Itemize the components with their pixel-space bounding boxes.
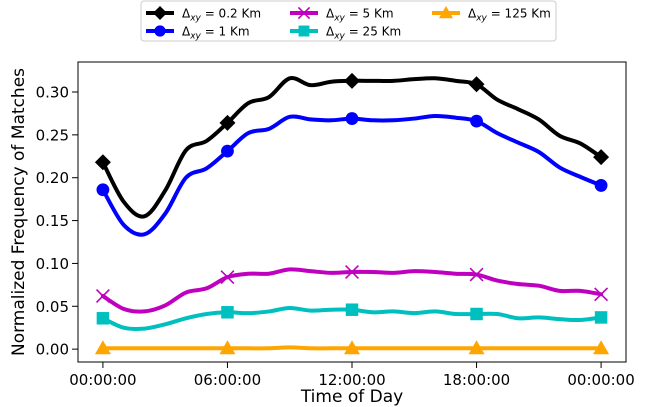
x-tick-label: 00:00:00 [567,371,634,389]
series-line [100,113,604,237]
series-marker [470,307,483,321]
x-tick-label: 06:00:00 [194,371,261,389]
legend-marker [154,25,166,37]
series-marker [594,311,608,324]
series-marker [96,312,110,325]
series-marker [344,340,360,355]
series-marker [221,144,234,158]
series-marker [220,270,235,285]
series-marker [593,149,610,166]
y-tick-label: 0.20 [36,169,69,187]
y-tick-label: 0.00 [36,341,69,359]
legend-marker [153,6,167,20]
y-tick-label: 0.30 [36,84,69,102]
x-axis-label: Time of Day [300,387,403,407]
series-marker [345,303,359,316]
x-tick-label: 18:00:00 [443,371,510,389]
series-marker [345,112,359,125]
series-marker [219,340,236,355]
series-marker [593,340,610,355]
legend-label: Δxy = 0.2 Km [182,7,261,24]
series-marker [468,340,485,355]
y-tick-label: 0.10 [36,255,69,273]
series-marker [594,179,608,192]
legend-label: Δxy = 125 Km [468,7,551,24]
series-marker [221,306,234,319]
y-axis: 0.00 0.05 0.10 0.15 0.20 0.25 0.30 [36,84,78,359]
series-marker [344,72,360,89]
series-marker [94,340,111,355]
series-marker [469,267,484,282]
x-tick-label: 00:00:00 [69,371,136,389]
series-marker [468,76,485,93]
legend-label: Δxy = 5 Km [326,7,394,24]
series-marker [94,154,111,171]
x-axis: 00:00:00 06:00:00 12:00:00 18:00:00 00:00:00 [69,362,635,389]
legend-marker [298,25,310,37]
y-tick-label: 0.15 [36,212,69,230]
y-tick-label: 0.25 [36,126,69,144]
legend-label: Δxy = 25 Km [326,25,401,42]
series-marker [219,114,236,131]
series-marker [345,265,359,279]
legend-label: Δxy = 1 Km [182,25,250,42]
x-tick-label: 12:00:00 [318,371,385,389]
series-marker [594,287,609,302]
legend-marker [439,6,453,19]
y-axis-label: Normalized Frequency of Matches [9,68,29,356]
y-tick-label: 0.05 [36,298,69,316]
series-marker [96,183,110,197]
legend-marker [297,6,311,20]
series-layer [94,72,610,355]
series-marker [470,114,483,128]
series-marker [95,289,110,303]
